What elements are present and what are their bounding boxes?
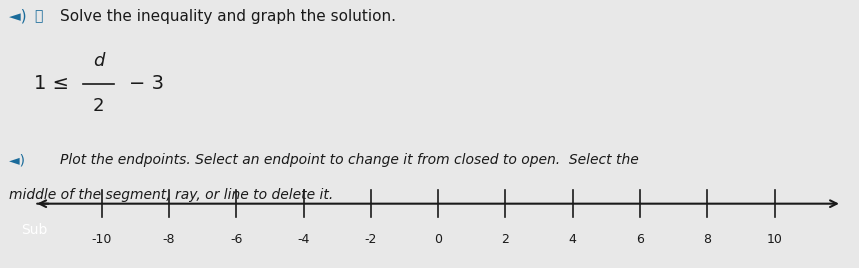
Text: -8: -8 (162, 233, 175, 246)
Text: 4: 4 (569, 233, 576, 246)
Text: -10: -10 (91, 233, 112, 246)
Text: 🔊: 🔊 (34, 9, 43, 23)
Text: Sub: Sub (21, 224, 47, 237)
Text: 6: 6 (636, 233, 644, 246)
Text: -4: -4 (297, 233, 310, 246)
Text: -6: -6 (230, 233, 242, 246)
Text: 2: 2 (93, 97, 105, 115)
Text: -2: -2 (364, 233, 377, 246)
Text: middle of the segment, ray, or line to delete it.: middle of the segment, ray, or line to d… (9, 188, 332, 202)
Text: 0: 0 (434, 233, 442, 246)
Text: d: d (93, 52, 105, 70)
Text: Plot the endpoints. Select an endpoint to change it from closed to open.  Select: Plot the endpoints. Select an endpoint t… (60, 153, 639, 167)
Text: 8: 8 (704, 233, 711, 246)
Text: ◄): ◄) (9, 153, 34, 167)
Text: 1 ≤: 1 ≤ (34, 74, 82, 93)
Text: − 3: − 3 (129, 74, 164, 93)
Text: 10: 10 (766, 233, 783, 246)
Text: ◄): ◄) (9, 9, 36, 24)
Text: Solve the inequality and graph the solution.: Solve the inequality and graph the solut… (60, 9, 396, 24)
Text: 2: 2 (502, 233, 509, 246)
